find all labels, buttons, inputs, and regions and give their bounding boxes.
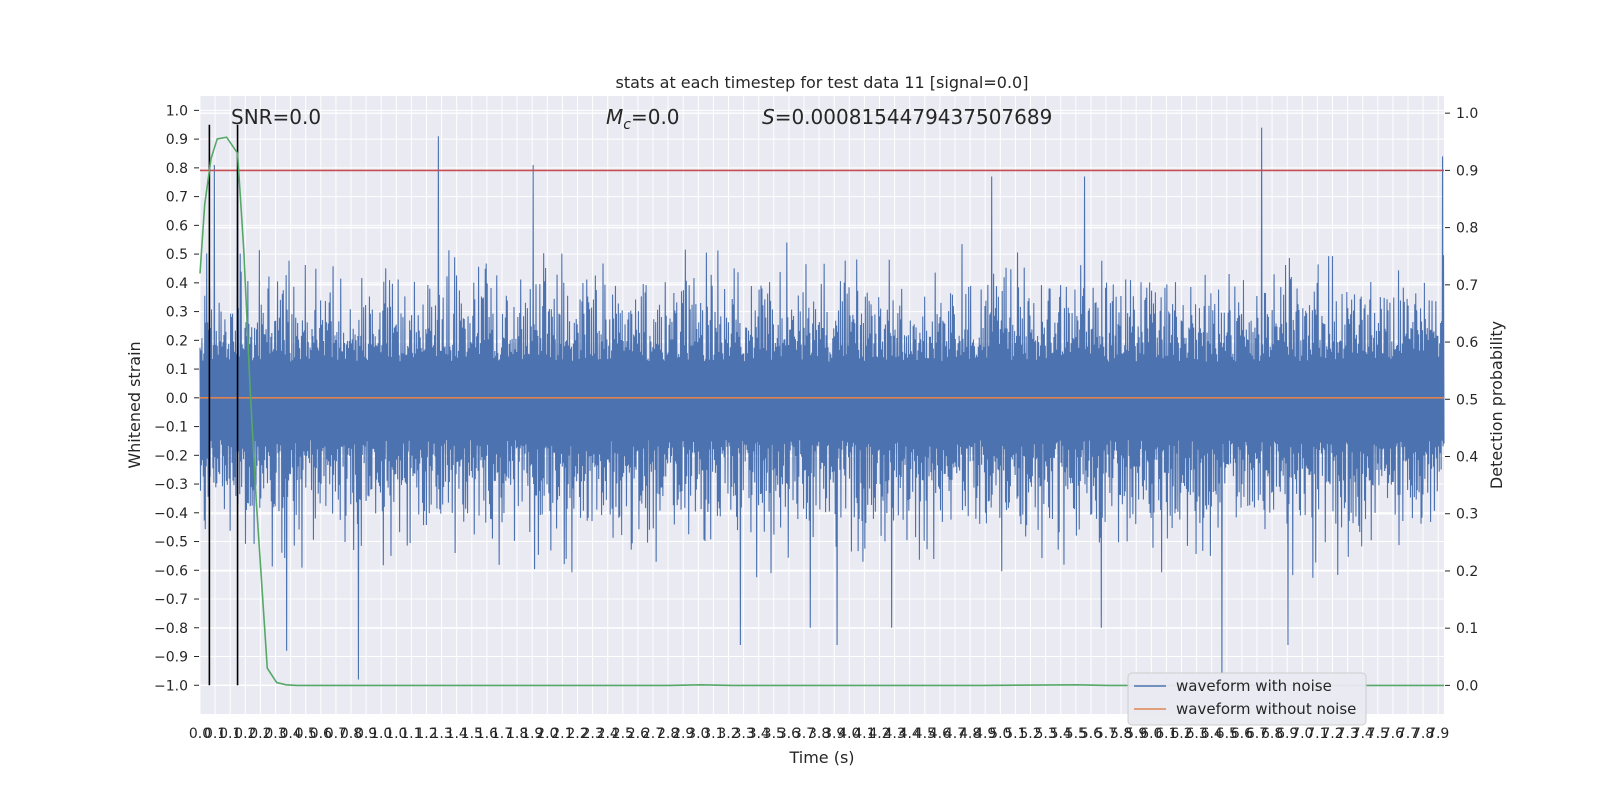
y-tick-label: −0.9	[154, 650, 188, 666]
y-tick-label: 0.5	[166, 247, 188, 263]
y-tick-label: 0.4	[166, 276, 188, 292]
y-tick-label: −0.7	[154, 592, 188, 608]
y-tick-label: 1.0	[166, 103, 188, 119]
chart-title: stats at each timestep for test data 11 …	[616, 73, 1029, 92]
legend-label-clean: waveform without noise	[1176, 700, 1356, 718]
x-axis-title: Time (s)	[788, 748, 854, 767]
y2-tick-label: 0.6	[1456, 335, 1478, 351]
y2-tick-label: 0.2	[1456, 564, 1478, 580]
y-tick-label: −0.1	[154, 420, 188, 436]
y-tick-label: −0.5	[154, 535, 188, 551]
y-axis-left-ticks: 1.0 0.9 0.8 0.7 0.6 0.5 0.4 0.3 0.2 0.1 0.0 −0.1 −0.…	[154, 103, 199, 694]
annotation-s: S=0.0008154479437507689	[762, 105, 1052, 129]
y-tick-label: 0.9	[166, 132, 188, 148]
y-tick-label: 0.8	[166, 161, 188, 177]
y2-tick-label: 0.8	[1456, 221, 1478, 237]
y2-tick-label: 1.0	[1456, 106, 1478, 122]
y-tick-label: −1.0	[154, 678, 188, 694]
y-tick-label: −0.8	[154, 621, 188, 637]
y-tick-label: 0.0	[166, 391, 188, 407]
y-tick-label: 0.7	[166, 190, 188, 206]
x-tick-label: 7.9	[1427, 726, 1449, 742]
y-tick-label: 0.1	[166, 362, 188, 378]
y-tick-label: 0.2	[166, 333, 188, 349]
y-tick-label: 0.3	[166, 305, 188, 321]
y-tick-label: −0.4	[154, 506, 188, 522]
y2-tick-label: 0.3	[1456, 507, 1478, 523]
legend-label-noise: waveform with noise	[1176, 677, 1332, 695]
y2-tick-label: 0.1	[1456, 621, 1478, 637]
y-axis-left-title: Whitened strain	[125, 341, 144, 468]
annotation-chirp-mass: Mc=0.0	[606, 105, 680, 133]
y2-tick-label: 0.7	[1456, 278, 1478, 294]
annotation-snr: SNR=0.0	[231, 105, 321, 129]
y2-tick-label: 0.4	[1456, 450, 1478, 466]
y-axis-right-title: Detection probability	[1487, 321, 1506, 489]
y-tick-label: −0.3	[154, 477, 188, 493]
y2-tick-label: 0.9	[1456, 163, 1478, 179]
legend: waveform with noise waveform without noi…	[1128, 673, 1366, 725]
y2-tick-label: 0.0	[1456, 678, 1478, 694]
y-tick-label: 0.6	[166, 218, 188, 234]
y2-tick-label: 0.5	[1456, 392, 1478, 408]
y-axis-right-ticks: 1.0 0.9 0.8 0.7 0.6 0.5 0.4 0.3 0.2 0.1 0.0	[1445, 106, 1478, 694]
x-axis-ticks: 0.00.10.10.20.20.30.40.50.60.70.80.91.01…	[189, 726, 1449, 742]
y-tick-label: −0.2	[154, 448, 188, 464]
y-tick-label: −0.6	[154, 563, 188, 579]
